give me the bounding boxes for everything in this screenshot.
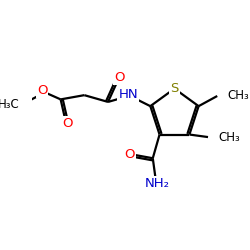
Text: O: O (114, 71, 124, 84)
Text: HN: HN (118, 88, 138, 101)
Text: S: S (170, 82, 179, 95)
Text: H₃C: H₃C (0, 98, 20, 111)
Text: CH₃: CH₃ (218, 130, 240, 143)
Text: O: O (125, 148, 135, 161)
Text: O: O (37, 84, 47, 98)
Text: O: O (62, 118, 73, 130)
Text: CH₃: CH₃ (228, 89, 249, 102)
Text: NH₂: NH₂ (144, 177, 170, 190)
